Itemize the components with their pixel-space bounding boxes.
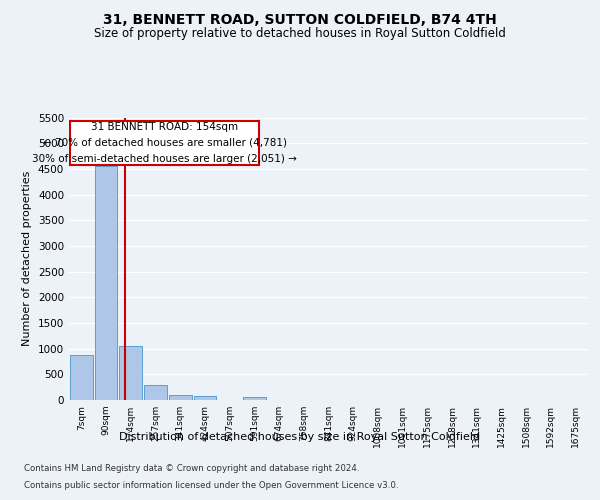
Y-axis label: Number of detached properties: Number of detached properties — [22, 171, 32, 346]
Text: Contains public sector information licensed under the Open Government Licence v3: Contains public sector information licen… — [24, 481, 398, 490]
Text: 31, BENNETT ROAD, SUTTON COLDFIELD, B74 4TH: 31, BENNETT ROAD, SUTTON COLDFIELD, B74 … — [103, 12, 497, 26]
Text: Distribution of detached houses by size in Royal Sutton Coldfield: Distribution of detached houses by size … — [119, 432, 481, 442]
Bar — [70, 355, 93, 400]
Bar — [144, 385, 167, 400]
Bar — [95, 166, 118, 400]
Bar — [194, 396, 216, 400]
Bar — [169, 396, 191, 400]
Bar — [243, 398, 266, 400]
Text: Size of property relative to detached houses in Royal Sutton Coldfield: Size of property relative to detached ho… — [94, 28, 506, 40]
FancyBboxPatch shape — [70, 121, 259, 165]
Bar — [119, 346, 142, 400]
Text: Contains HM Land Registry data © Crown copyright and database right 2024.: Contains HM Land Registry data © Crown c… — [24, 464, 359, 473]
Text: 31 BENNETT ROAD: 154sqm
← 70% of detached houses are smaller (4,781)
30% of semi: 31 BENNETT ROAD: 154sqm ← 70% of detache… — [32, 122, 297, 164]
